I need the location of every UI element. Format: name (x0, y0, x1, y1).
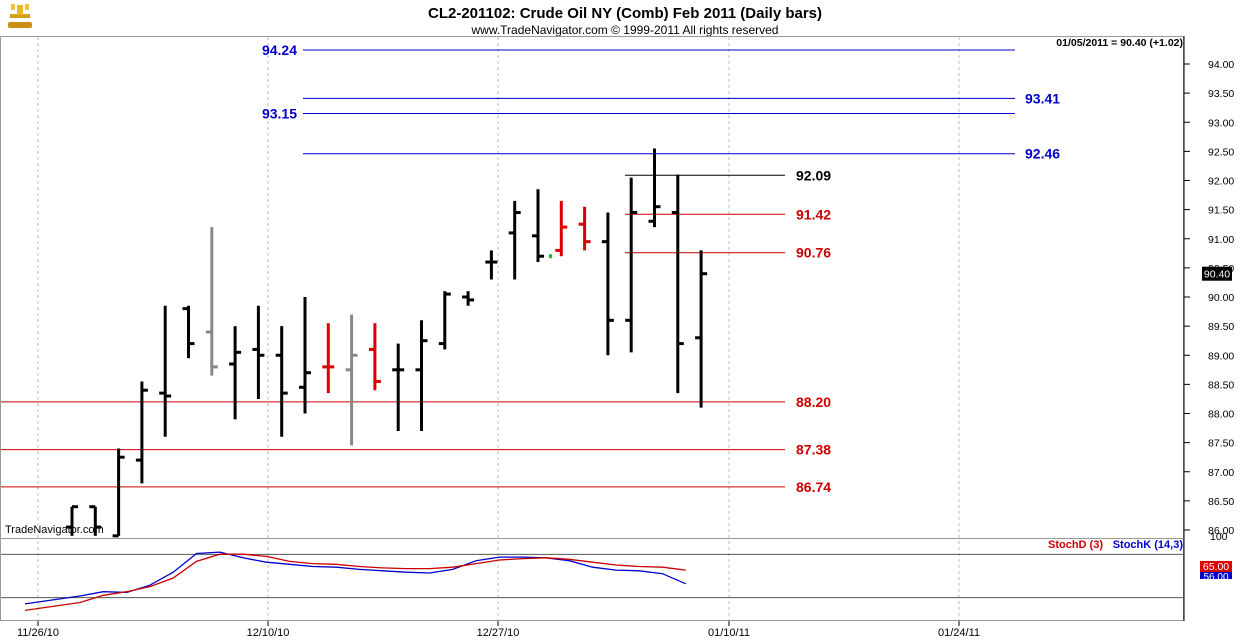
ohlc-bar (555, 200, 568, 257)
level-label: 88.20 (796, 394, 831, 410)
level-label: 94.24 (262, 42, 297, 58)
date-tick-label: 01/10/11 (708, 627, 750, 639)
ohlc-bar (532, 189, 544, 263)
level-label: 93.15 (262, 106, 297, 122)
level-label: 87.38 (796, 442, 831, 458)
level-label: 86.74 (796, 479, 831, 495)
ohlc-bar (625, 177, 638, 353)
level-label: 93.41 (1025, 90, 1060, 106)
price-tick-label: 91.50 (1208, 205, 1234, 217)
ohlc-bar (485, 250, 498, 280)
price-tick-label: 92.00 (1208, 176, 1234, 188)
ohlc-bar (345, 314, 358, 446)
last-price-label: 90.40 (1204, 269, 1230, 281)
date-axis: 11/26/10 12/10/10 12/27/10 01/10/11 01/24/11 (17, 621, 980, 639)
ohlc-bar (648, 148, 661, 228)
stochk-line (24, 551, 687, 605)
price-tick-label: 90.00 (1208, 292, 1234, 304)
ohlc-bar (89, 505, 102, 536)
ohlc-bar (438, 291, 451, 350)
price-tick-label: 86.50 (1208, 496, 1234, 508)
price-tick-label: 93.00 (1208, 117, 1234, 129)
stochk-value: 56.00 (1203, 572, 1228, 583)
price-axis: 86.00 86.50 87.00 87.50 88.00 88.50 89.00 89.50… (1184, 59, 1234, 537)
price-tick-label: 94.00 (1208, 59, 1234, 71)
price-tick-label: 89.00 (1208, 350, 1234, 362)
price-tick-label: 92.50 (1208, 146, 1234, 158)
ohlc-bar (135, 381, 148, 484)
ohlc-bar (392, 343, 405, 431)
ohlc-bar (252, 305, 265, 399)
chart-title: CL2-201102: Crude Oil NY (Comb) Feb 2011… (428, 5, 822, 22)
stochk-value-box (1200, 571, 1232, 579)
ohlc-bar (299, 297, 311, 414)
date-tick-label: 01/24/11 (938, 627, 980, 639)
last-price-box (1202, 266, 1232, 281)
stochd-value-box (1200, 561, 1232, 572)
date-tick-label: 12/27/10 (477, 627, 520, 639)
ohlc-bar (182, 305, 195, 359)
price-tick-label: 86.00 (1208, 525, 1234, 537)
stochd-line (24, 553, 686, 612)
price-tick-label: 89.50 (1208, 321, 1234, 333)
price-tick-label: 93.50 (1208, 88, 1234, 100)
copyright-text: www.TradeNavigator.com © 1999-2011 All r… (471, 23, 779, 37)
level-label: 91.42 (796, 206, 831, 222)
price-tick-label: 88.50 (1208, 379, 1234, 391)
price-bars (66, 148, 708, 538)
ohlc-bar (462, 291, 475, 306)
level-label: 92.46 (1025, 146, 1060, 162)
stoch-tick-label: 100 (1210, 531, 1228, 543)
ohlc-bar (508, 200, 521, 280)
ohlc-bar (112, 448, 125, 538)
ohlc-bar (601, 212, 614, 356)
date-tick-label: 12/10/10 (247, 627, 290, 639)
ohlc-bar (205, 227, 218, 376)
price-tick-label: 91.00 (1208, 234, 1234, 246)
trade-navigator-logo-icon[interactable] (8, 4, 32, 28)
date-tick-label: 11/26/10 (17, 627, 59, 639)
ohlc-bar (322, 323, 335, 394)
price-levels: 94.24 93.41 93.15 92.46 92.09 91.42 90.76 88.20… (0, 42, 1060, 495)
watermark-text: TradeNavigator.com (5, 524, 104, 536)
ohlc-bar (368, 323, 381, 391)
stochd-value: 65.00 (1203, 561, 1229, 573)
price-tick-label: 88.00 (1208, 409, 1234, 421)
ohlc-bar (159, 305, 172, 437)
price-tick-label: 87.50 (1208, 438, 1234, 450)
stochd-label: StochD (3) (1048, 539, 1103, 551)
ohlc-bar (415, 320, 428, 431)
grid (37, 37, 960, 620)
ohlc-bar (275, 326, 288, 437)
ohlc-bar (578, 206, 591, 251)
level-label: 92.09 (796, 167, 831, 183)
ohlc-bar (695, 250, 708, 408)
stochk-label: StochK (14,3) (1113, 539, 1184, 551)
level-label: 90.76 (796, 245, 831, 261)
bar-signal-marker (549, 254, 552, 259)
ohlc-bar (66, 505, 78, 536)
price-tick-label: 87.00 (1208, 467, 1234, 479)
ohlc-bar (229, 326, 242, 420)
ohlc-bar (671, 174, 684, 394)
price-readout: 01/05/2011 = 90.40 (+1.02) (1056, 37, 1183, 49)
